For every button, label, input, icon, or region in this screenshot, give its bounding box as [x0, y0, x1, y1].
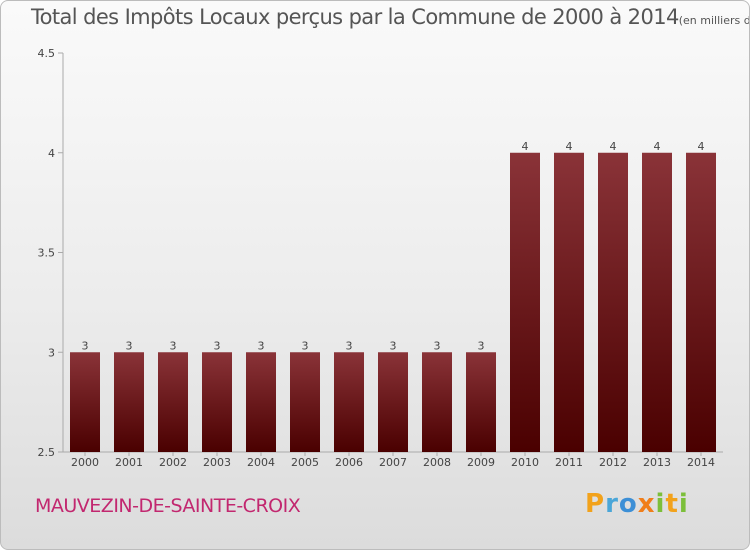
x-tick-label: 2010	[511, 456, 539, 469]
value-label: 3	[434, 339, 441, 352]
value-label: 4	[698, 140, 705, 153]
bar-2003	[202, 352, 232, 452]
value-label: 3	[390, 339, 397, 352]
logo-letter: o	[618, 489, 638, 519]
x-tick-label: 2009	[467, 456, 495, 469]
chart-title: Total des Impôts Locaux perçus par la Co…	[31, 5, 749, 29]
bar-2005	[290, 352, 320, 452]
title-text: Total des Impôts Locaux perçus par la Co…	[31, 5, 679, 29]
y-tick-label: 4	[48, 147, 55, 160]
bar-2006	[334, 352, 364, 452]
x-tick-label: 2000	[71, 456, 99, 469]
value-label: 3	[302, 339, 309, 352]
value-label: 3	[258, 339, 265, 352]
value-label: 3	[170, 339, 177, 352]
value-label: 4	[522, 140, 529, 153]
x-tick-label: 2008	[423, 456, 451, 469]
x-tick-label: 2006	[335, 456, 363, 469]
value-label: 4	[610, 140, 617, 153]
value-label: 3	[478, 339, 485, 352]
chart-labels: 3 2000 3 2001 3 2002 3 2003 3 2004 3 2005 3 2006 3 2007…	[71, 140, 715, 469]
bar-2004	[246, 352, 276, 452]
logo-letter: x	[637, 489, 656, 519]
logo-letter: r	[605, 489, 619, 519]
value-label: 4	[566, 140, 573, 153]
value-label: 3	[82, 339, 89, 352]
bar-2009	[466, 352, 496, 452]
x-tick-label: 2004	[247, 456, 275, 469]
bar-2013	[642, 152, 672, 452]
value-label: 3	[126, 339, 133, 352]
x-tick-label: 2012	[599, 456, 627, 469]
bar-2014	[686, 152, 716, 452]
x-tick-label: 2014	[687, 456, 715, 469]
bar-2008	[422, 352, 452, 452]
x-tick-label: 2011	[555, 456, 583, 469]
chart-bars	[70, 152, 716, 452]
x-tick-label: 2005	[291, 456, 319, 469]
logo-letter: i	[678, 489, 689, 519]
x-tick-label: 2001	[115, 456, 143, 469]
y-tick-label: 3.5	[38, 247, 56, 260]
bar-2007	[378, 352, 408, 452]
x-tick-label: 2003	[203, 456, 231, 469]
bar-2011	[554, 152, 584, 452]
y-tick-label: 4.5	[38, 47, 56, 60]
x-tick-label: 2013	[643, 456, 671, 469]
y-tick-label: 2.5	[38, 446, 56, 459]
logo-letter: P	[585, 489, 606, 519]
value-label: 4	[654, 140, 661, 153]
bar-2010	[510, 152, 540, 452]
commune-name: MAUVEZIN-DE-SAINTE-CROIX	[35, 495, 301, 517]
value-label: 3	[346, 339, 353, 352]
logo-letter: i	[655, 489, 666, 519]
bar-2001	[114, 352, 144, 452]
x-tick-label: 2002	[159, 456, 187, 469]
logo-letter: t	[665, 489, 679, 519]
bar-2002	[158, 352, 188, 452]
proxiti-logo: Proxiti	[585, 489, 689, 519]
bar-2012	[598, 152, 628, 452]
value-label: 3	[214, 339, 221, 352]
y-tick-label: 3	[48, 346, 55, 359]
unit-label: (en milliers d'€)	[678, 14, 749, 27]
bar-2000	[70, 352, 100, 452]
x-tick-label: 2007	[379, 456, 407, 469]
